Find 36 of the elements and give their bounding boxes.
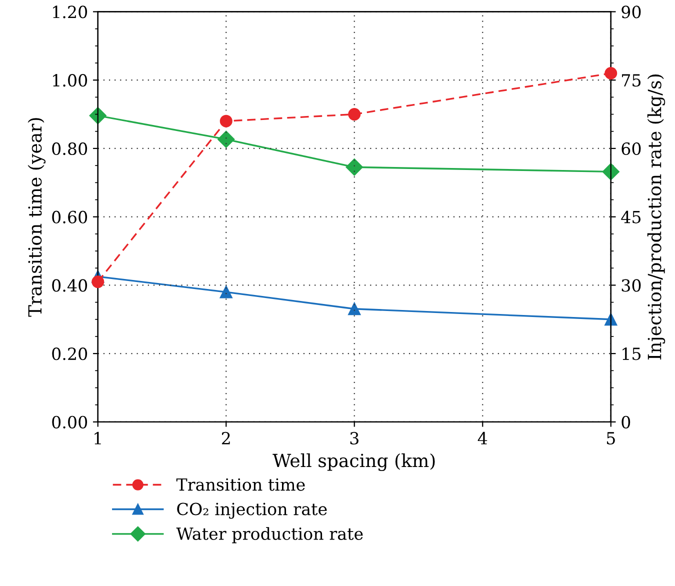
y2-tick-label: 0	[622, 416, 630, 428]
legend-label: Transition time	[176, 478, 305, 491]
y2-tick-label: 15	[622, 348, 641, 360]
x-tick-label: 2	[222, 432, 230, 444]
legend-label: CO₂ injection rate	[177, 502, 327, 519]
point	[92, 276, 104, 288]
y-tick-label: 0.80	[52, 142, 88, 156]
point	[604, 67, 618, 80]
y-axis-title: Transition time (year)	[28, 118, 46, 317]
y-tick-label: 0.20	[52, 348, 88, 360]
x-tick-label: 1	[94, 432, 101, 444]
point	[218, 130, 235, 148]
point	[602, 163, 620, 180]
point	[604, 313, 618, 326]
y2-tick-label: 75	[622, 74, 641, 87]
point	[348, 302, 361, 316]
x-axis-title: Well spacing (km)	[272, 453, 435, 472]
y-tick-label: 0.40	[52, 279, 88, 292]
point	[220, 286, 232, 298]
x-tick-label: 5	[606, 432, 615, 445]
x-tick-label: 3	[350, 432, 358, 445]
y2-tick-label: 30	[622, 279, 641, 292]
y2-tick-label: 60	[622, 142, 641, 156]
y-tick-label: 0.00	[52, 416, 88, 428]
point	[346, 158, 363, 176]
legend-label: Water production rate	[176, 527, 363, 544]
point	[220, 114, 232, 128]
y2-tick-label: 45	[621, 210, 641, 224]
y-tick-label: 1.00	[53, 74, 88, 87]
y2-tick-label: 90	[622, 6, 641, 18]
point	[348, 108, 361, 121]
point	[89, 107, 106, 124]
y-tick-label: 0.60	[52, 210, 88, 224]
x-tick-label: 4	[478, 432, 488, 444]
y-tick-label: 1.20	[53, 6, 88, 18]
y2-axis-title: Injection/production rate (kg/s)	[647, 74, 666, 360]
